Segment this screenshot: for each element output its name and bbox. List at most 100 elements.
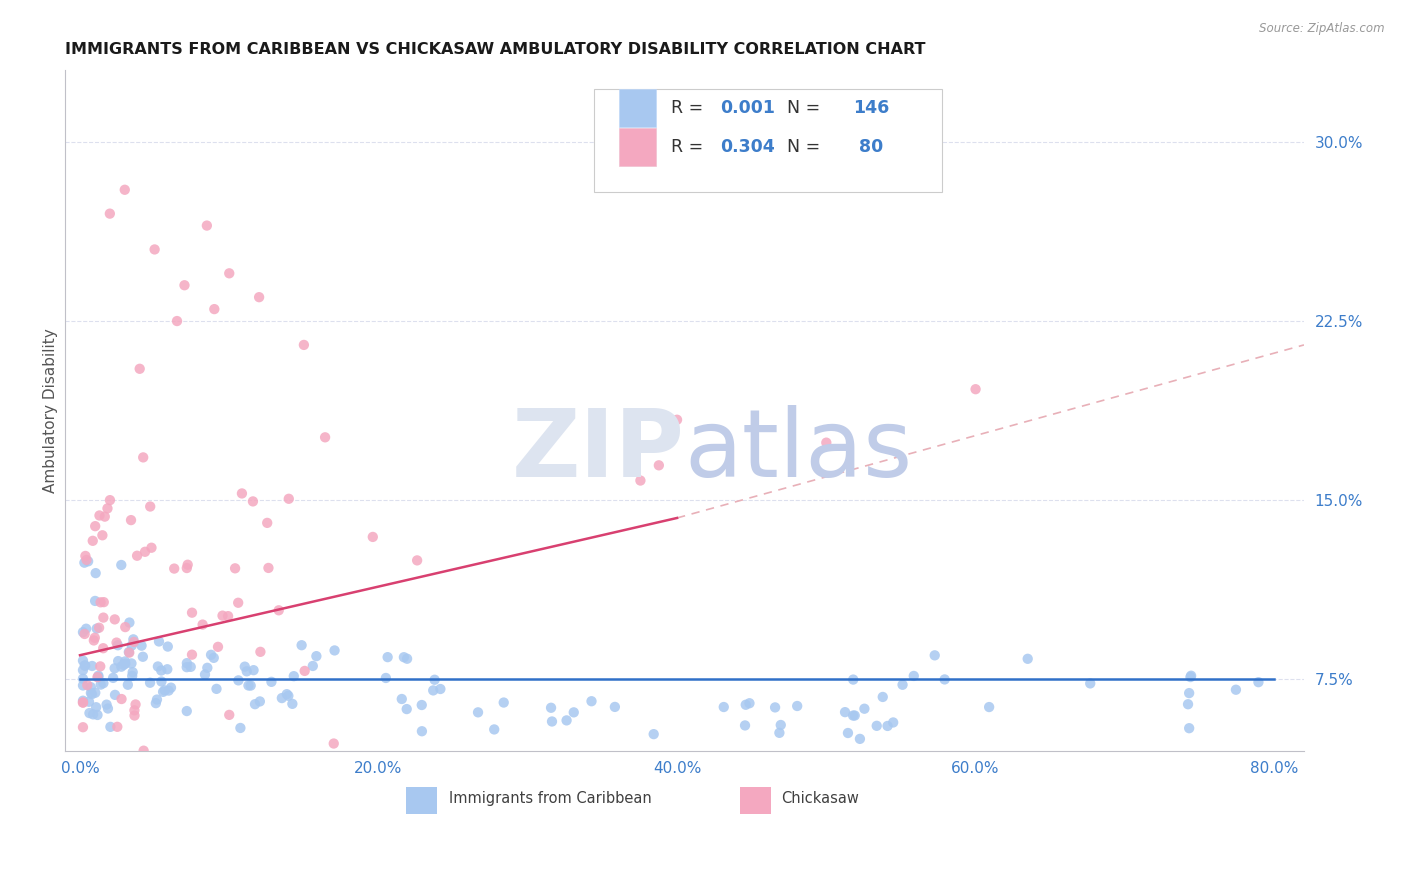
Point xyxy=(202,650,225,665)
Point xyxy=(648,458,671,473)
Point xyxy=(276,687,298,701)
Point xyxy=(105,720,128,734)
Point xyxy=(96,501,118,516)
Point xyxy=(231,486,253,500)
Point xyxy=(76,678,98,692)
Point xyxy=(423,673,446,687)
Point xyxy=(122,632,145,647)
Point xyxy=(256,516,278,530)
Point xyxy=(1247,675,1270,690)
Point xyxy=(84,686,107,700)
Text: atlas: atlas xyxy=(685,405,912,498)
Point xyxy=(322,737,344,751)
Point xyxy=(163,561,186,575)
Point xyxy=(406,553,429,567)
Point xyxy=(73,556,96,570)
Point xyxy=(257,561,280,575)
Point xyxy=(243,697,266,711)
Point xyxy=(93,610,115,624)
Point xyxy=(132,744,155,758)
Point xyxy=(84,519,107,533)
Text: R =: R = xyxy=(671,99,709,117)
Point xyxy=(555,714,578,728)
Point xyxy=(195,219,218,233)
Point xyxy=(86,622,108,636)
Point xyxy=(84,566,107,581)
Point xyxy=(233,659,256,673)
Point xyxy=(277,491,299,506)
Point xyxy=(1180,670,1202,684)
Point xyxy=(146,659,169,673)
Point xyxy=(195,661,218,675)
Point xyxy=(176,656,198,670)
Point xyxy=(77,554,100,568)
FancyBboxPatch shape xyxy=(619,128,657,166)
Point xyxy=(181,606,204,620)
Point xyxy=(87,670,110,684)
Point xyxy=(72,654,94,668)
Point xyxy=(131,639,153,653)
Point xyxy=(98,493,121,508)
Point xyxy=(143,243,166,257)
Point xyxy=(786,698,808,713)
Point xyxy=(842,708,865,723)
Point xyxy=(72,696,94,710)
Point xyxy=(124,703,146,717)
Point xyxy=(305,649,328,664)
Point xyxy=(166,314,188,328)
Point xyxy=(139,500,162,514)
Point xyxy=(236,665,259,679)
Point xyxy=(104,661,127,675)
Text: Chickasaw: Chickasaw xyxy=(782,791,859,806)
Point xyxy=(200,648,222,662)
Y-axis label: Ambulatory Disability: Ambulatory Disability xyxy=(44,328,58,493)
Point xyxy=(314,430,336,444)
Point xyxy=(965,382,987,396)
Point xyxy=(73,658,96,673)
Point xyxy=(110,659,132,673)
Point xyxy=(815,435,838,450)
Point xyxy=(844,708,866,723)
Point xyxy=(377,650,399,665)
Point xyxy=(100,720,122,734)
Point xyxy=(903,669,925,683)
Point xyxy=(217,609,239,624)
Point xyxy=(238,678,260,692)
Point xyxy=(837,726,859,740)
Point xyxy=(492,696,515,710)
Point xyxy=(72,678,94,692)
Point xyxy=(866,719,889,733)
Point xyxy=(80,659,103,673)
Point xyxy=(242,494,264,508)
Point xyxy=(734,698,756,712)
Point xyxy=(176,660,198,674)
Point xyxy=(114,655,136,669)
Point xyxy=(734,718,756,732)
Point xyxy=(156,640,179,654)
Point xyxy=(1225,682,1247,697)
Point xyxy=(114,657,136,671)
Point xyxy=(76,553,98,567)
Point xyxy=(150,664,173,678)
Point xyxy=(239,679,262,693)
Text: 80: 80 xyxy=(853,138,883,156)
Point xyxy=(80,686,103,700)
Point xyxy=(117,678,139,692)
Point xyxy=(72,696,94,710)
Point xyxy=(176,561,198,575)
Point xyxy=(292,338,315,352)
Point xyxy=(146,692,169,706)
Point xyxy=(713,700,735,714)
Point xyxy=(768,726,790,740)
Point xyxy=(91,528,114,542)
Point xyxy=(157,683,180,698)
Point xyxy=(90,677,112,691)
Point xyxy=(128,361,150,376)
Point xyxy=(118,645,141,659)
Point xyxy=(82,707,104,722)
Point xyxy=(301,659,323,673)
FancyBboxPatch shape xyxy=(741,787,772,814)
Point xyxy=(107,654,129,668)
Point xyxy=(249,645,271,659)
Point xyxy=(396,651,419,665)
